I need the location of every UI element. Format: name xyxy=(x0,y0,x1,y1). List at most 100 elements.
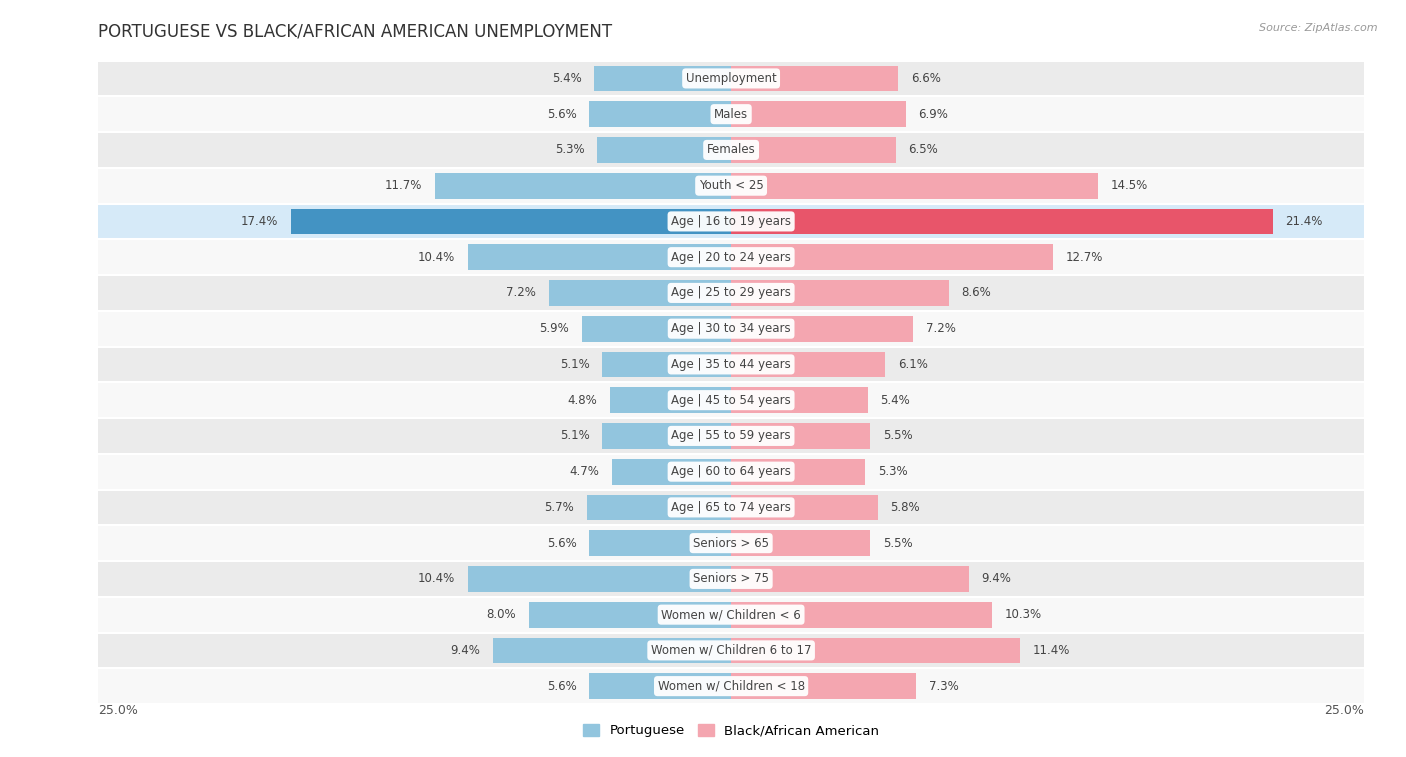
Bar xyxy=(98,168,1364,204)
Text: Women w/ Children < 18: Women w/ Children < 18 xyxy=(658,680,804,693)
Bar xyxy=(731,566,969,592)
Bar xyxy=(731,423,870,449)
Bar xyxy=(731,637,1019,663)
Bar xyxy=(731,602,991,628)
Bar xyxy=(731,173,1098,198)
Text: Seniors > 65: Seniors > 65 xyxy=(693,537,769,550)
Bar xyxy=(731,494,877,520)
Bar xyxy=(589,673,731,699)
Bar xyxy=(602,423,731,449)
Bar xyxy=(586,494,731,520)
Bar xyxy=(98,347,1364,382)
Bar xyxy=(434,173,731,198)
Text: Women w/ Children < 6: Women w/ Children < 6 xyxy=(661,608,801,621)
Bar xyxy=(98,132,1364,168)
Bar xyxy=(731,673,915,699)
Text: 21.4%: 21.4% xyxy=(1285,215,1323,228)
Text: 17.4%: 17.4% xyxy=(240,215,278,228)
Text: 7.3%: 7.3% xyxy=(928,680,959,693)
Text: Males: Males xyxy=(714,107,748,120)
Text: 12.7%: 12.7% xyxy=(1066,251,1102,263)
Text: Age | 30 to 34 years: Age | 30 to 34 years xyxy=(671,322,792,335)
Text: 10.4%: 10.4% xyxy=(418,572,456,585)
Bar xyxy=(595,66,731,92)
Text: Females: Females xyxy=(707,143,755,157)
Text: 6.1%: 6.1% xyxy=(898,358,928,371)
Text: 6.9%: 6.9% xyxy=(918,107,948,120)
Bar xyxy=(612,459,731,484)
Bar xyxy=(98,311,1364,347)
Bar xyxy=(731,316,914,341)
Text: Age | 25 to 29 years: Age | 25 to 29 years xyxy=(671,286,792,300)
Bar xyxy=(98,418,1364,453)
Text: 5.9%: 5.9% xyxy=(540,322,569,335)
Text: Age | 45 to 54 years: Age | 45 to 54 years xyxy=(671,394,792,407)
Bar xyxy=(468,245,731,270)
Text: Age | 55 to 59 years: Age | 55 to 59 years xyxy=(671,429,792,442)
Bar xyxy=(98,96,1364,132)
Text: 11.4%: 11.4% xyxy=(1032,644,1070,657)
Bar xyxy=(98,561,1364,597)
Bar xyxy=(731,459,865,484)
Bar xyxy=(468,566,731,592)
Bar xyxy=(589,531,731,556)
Text: 4.8%: 4.8% xyxy=(567,394,598,407)
Bar xyxy=(98,490,1364,525)
Text: 5.1%: 5.1% xyxy=(560,358,589,371)
Text: 7.2%: 7.2% xyxy=(506,286,536,300)
Bar xyxy=(731,208,1272,235)
Bar xyxy=(98,525,1364,561)
Text: Age | 16 to 19 years: Age | 16 to 19 years xyxy=(671,215,792,228)
Legend: Portuguese, Black/African American: Portuguese, Black/African American xyxy=(578,718,884,743)
Text: 8.0%: 8.0% xyxy=(486,608,516,621)
Bar xyxy=(610,388,731,413)
Text: 9.4%: 9.4% xyxy=(451,644,481,657)
Bar xyxy=(731,531,870,556)
Bar xyxy=(731,388,868,413)
Text: 8.6%: 8.6% xyxy=(962,286,991,300)
Bar xyxy=(529,602,731,628)
Bar xyxy=(548,280,731,306)
Text: Age | 60 to 64 years: Age | 60 to 64 years xyxy=(671,465,792,478)
Bar xyxy=(98,204,1364,239)
Text: 5.7%: 5.7% xyxy=(544,501,574,514)
Text: 14.5%: 14.5% xyxy=(1111,179,1147,192)
Bar xyxy=(731,137,896,163)
Bar xyxy=(731,280,949,306)
Bar xyxy=(98,275,1364,311)
Text: PORTUGUESE VS BLACK/AFRICAN AMERICAN UNEMPLOYMENT: PORTUGUESE VS BLACK/AFRICAN AMERICAN UNE… xyxy=(98,23,613,41)
Bar xyxy=(731,351,886,377)
Text: Source: ZipAtlas.com: Source: ZipAtlas.com xyxy=(1260,23,1378,33)
Bar xyxy=(589,101,731,127)
Text: 5.4%: 5.4% xyxy=(880,394,910,407)
Bar xyxy=(291,208,731,235)
Bar xyxy=(98,668,1364,704)
Text: 5.5%: 5.5% xyxy=(883,429,912,442)
Text: 9.4%: 9.4% xyxy=(981,572,1011,585)
Text: 11.7%: 11.7% xyxy=(385,179,422,192)
Bar xyxy=(98,382,1364,418)
Text: 5.3%: 5.3% xyxy=(555,143,585,157)
Bar xyxy=(731,101,905,127)
Bar xyxy=(582,316,731,341)
Bar xyxy=(494,637,731,663)
Bar xyxy=(602,351,731,377)
Text: 5.4%: 5.4% xyxy=(553,72,582,85)
Bar xyxy=(98,597,1364,633)
Bar xyxy=(731,66,898,92)
Text: 5.5%: 5.5% xyxy=(883,537,912,550)
Text: 10.3%: 10.3% xyxy=(1004,608,1042,621)
Text: 5.6%: 5.6% xyxy=(547,107,576,120)
Text: 6.6%: 6.6% xyxy=(911,72,941,85)
Bar xyxy=(731,245,1053,270)
Text: Unemployment: Unemployment xyxy=(686,72,776,85)
Bar xyxy=(98,239,1364,275)
Text: Age | 35 to 44 years: Age | 35 to 44 years xyxy=(671,358,792,371)
Text: 4.7%: 4.7% xyxy=(569,465,599,478)
Bar xyxy=(98,61,1364,96)
Text: Age | 65 to 74 years: Age | 65 to 74 years xyxy=(671,501,792,514)
Text: 25.0%: 25.0% xyxy=(1324,704,1364,717)
Bar xyxy=(98,453,1364,490)
Bar xyxy=(98,633,1364,668)
Text: 5.6%: 5.6% xyxy=(547,680,576,693)
